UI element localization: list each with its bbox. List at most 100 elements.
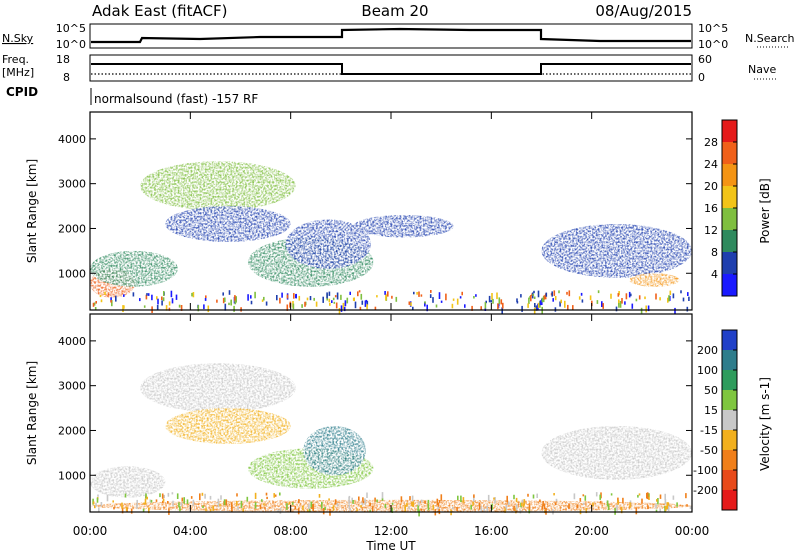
noise-speck (159, 493, 161, 498)
colorbar-swatch (722, 186, 737, 209)
noise-speck (362, 497, 364, 501)
noise-speck (343, 306, 346, 312)
y-tick-label: 4000 (58, 335, 86, 348)
noise-speck (502, 302, 504, 309)
noise-speck (122, 305, 124, 312)
noise-speck (473, 494, 475, 498)
noise-speck (516, 298, 518, 302)
noise-speck (488, 295, 491, 303)
echo-region (140, 161, 296, 211)
noise-speck (150, 499, 153, 503)
noise-speck (171, 492, 174, 495)
noise-speck (480, 306, 482, 311)
colorbar-tick-label: 12 (704, 224, 718, 237)
noise-speck (545, 292, 548, 297)
echo-region (303, 425, 366, 476)
noise-speck (483, 508, 485, 512)
noise-speck (322, 296, 324, 303)
noise-speck (202, 505, 204, 508)
noise-speck (647, 493, 650, 497)
noise-speck (664, 505, 667, 512)
time-tick-label: 08:00 (273, 524, 308, 538)
noise-speck (151, 294, 153, 301)
noise-speck (326, 292, 328, 299)
noise-speck (596, 300, 599, 304)
noise-speck (553, 493, 555, 496)
noise-speck (610, 493, 613, 496)
noise-speck (199, 493, 201, 501)
noise-speck (167, 492, 170, 497)
nave-tick-top: 60 (698, 53, 712, 66)
noise-speck (618, 299, 620, 306)
noise-speck (410, 302, 412, 307)
noise-speck (667, 504, 670, 511)
colorbar-tick-label: 50 (704, 384, 718, 397)
noise-speck (418, 509, 420, 517)
noise-speck (657, 498, 659, 505)
noise-speck (385, 294, 387, 301)
noise-speck (478, 502, 481, 510)
noise-speck (222, 292, 224, 296)
nsearch-label: N.Search (745, 32, 795, 45)
noise-speck (263, 296, 265, 301)
time-tick-label: 00:00 (675, 524, 710, 538)
noise-speck (622, 497, 624, 504)
noise-speck (500, 299, 503, 305)
noise-speck (98, 507, 100, 513)
velocity-panel: 1000 2000 3000 4000 Slant Range [km] (25, 313, 693, 517)
noise-speck (145, 294, 148, 300)
noise-speck (432, 505, 435, 510)
noise-speck (462, 497, 465, 503)
colorbar-swatch (722, 350, 737, 371)
nsearch-tick-bottom: 10^0 (698, 38, 728, 51)
noise-speck (115, 295, 117, 302)
time-axis-labels: 00:00 04:00 08:00 12:00 16:00 20:00 00:00 (73, 524, 710, 538)
nsearch-tick-top: 10^5 (698, 22, 728, 35)
noise-speck (94, 307, 97, 311)
noise-speck (179, 506, 181, 512)
noise-speck (533, 290, 535, 294)
noise-speck (124, 493, 127, 498)
noise-speck (424, 301, 426, 307)
noise-speck (638, 493, 641, 496)
noise-speck (157, 298, 159, 305)
nsky-tick-bottom: 10^0 (56, 38, 86, 51)
noise-speck (491, 293, 493, 300)
noise-speck (143, 305, 146, 308)
noise-speck (589, 295, 592, 301)
noise-speck (156, 296, 158, 300)
noise-speck (332, 297, 335, 301)
colorbar-tick-label: -100 (693, 464, 718, 477)
noise-speck (420, 508, 422, 511)
noise-speck (360, 505, 362, 508)
noise-speck (487, 494, 490, 501)
noise-speck (493, 497, 495, 500)
noise-speck (171, 298, 174, 304)
noise-speck (294, 506, 297, 509)
noise-speck (426, 304, 428, 312)
noise-speck (437, 506, 439, 510)
noise-speck (295, 294, 297, 299)
noise-speck (304, 301, 306, 307)
noise-speck (286, 304, 289, 311)
beam-label: Beam 20 (361, 2, 428, 20)
noise-speck (459, 296, 462, 299)
noise-speck (629, 502, 631, 508)
noise-speck (485, 300, 487, 304)
noise-speck (553, 290, 556, 296)
noise-speck (508, 501, 510, 505)
y-tick-label: 3000 (58, 380, 86, 393)
colorbar-swatch (722, 120, 737, 143)
noise-speck (136, 504, 138, 509)
noise-speck (236, 493, 238, 497)
echo-region (140, 363, 296, 413)
noise-speck (247, 294, 249, 301)
noise-speck (148, 507, 150, 514)
noise-speck (409, 496, 411, 501)
noise-speck (558, 290, 560, 294)
colorbar-swatch (722, 390, 737, 411)
noise-speck (494, 497, 496, 504)
noise-speck (417, 504, 419, 512)
noise-speck (552, 298, 554, 302)
noise-speck (473, 296, 475, 299)
